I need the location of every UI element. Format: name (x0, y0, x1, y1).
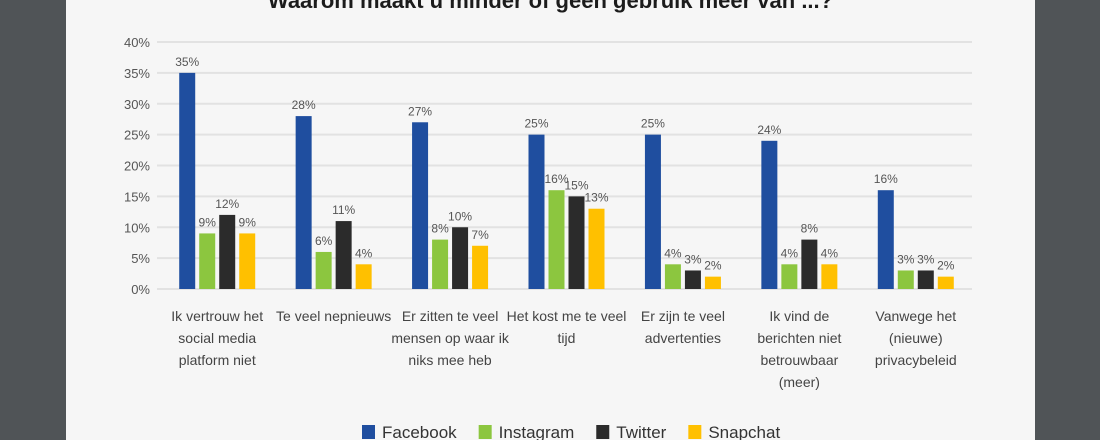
bar-twitter (801, 239, 818, 289)
chart-title: Waarom maakt u minder of geen gebruik me… (267, 0, 834, 13)
legend-label: Facebook (382, 423, 457, 440)
category-label: Vanwege het (875, 308, 956, 324)
data-label: 27% (408, 104, 432, 118)
data-label: 15% (564, 178, 588, 192)
bar-snapchat (588, 208, 605, 289)
data-label: 4% (781, 246, 799, 260)
bar-facebook (877, 190, 894, 289)
bar-twitter (568, 196, 585, 289)
bar-twitter (452, 227, 469, 289)
data-label: 11% (332, 203, 355, 217)
category-label: (meer) (779, 374, 820, 390)
data-label: 4% (821, 246, 839, 260)
category-label: Te veel nepnieuws (276, 308, 391, 324)
legend-label: Snapchat (708, 423, 780, 440)
chart-panel: Waarom maakt u minder of geen gebruik me… (66, 0, 1035, 440)
data-label: 8% (801, 222, 819, 236)
bar-snapchat (937, 276, 954, 289)
data-label: 16% (874, 172, 898, 186)
data-label: 2% (704, 259, 722, 273)
data-label: 7% (471, 228, 489, 242)
category-label: social media (178, 330, 256, 346)
bar-twitter (335, 221, 352, 289)
data-label: 6% (315, 234, 333, 248)
data-label: 8% (431, 222, 449, 236)
data-label: 25% (641, 117, 665, 131)
bar-facebook (644, 134, 661, 289)
bar-instagram (432, 239, 449, 289)
y-tick-label: 35% (124, 66, 150, 81)
y-tick-label: 10% (124, 220, 150, 235)
legend-swatch-snapchat (688, 425, 702, 439)
bar-facebook (295, 116, 312, 289)
y-tick-label: 25% (124, 128, 150, 143)
category-label: betrouwbaar (760, 352, 838, 368)
data-label: 24% (757, 123, 781, 137)
bar-instagram (548, 190, 565, 289)
bar-instagram (897, 270, 914, 289)
data-label: 4% (664, 246, 682, 260)
bar-snapchat (239, 233, 256, 289)
category-label: niks mee heb (408, 352, 491, 368)
data-label: 16% (544, 172, 568, 186)
category-label: Er zijn te veel (641, 308, 725, 324)
category-label: Het kost me te veel (507, 308, 627, 324)
bar-twitter (684, 270, 701, 289)
y-tick-label: 20% (124, 159, 150, 174)
data-label: 13% (584, 191, 608, 205)
bar-instagram (199, 233, 216, 289)
legend-label: Twitter (616, 423, 666, 440)
category-label: Er zitten te veel (402, 308, 499, 324)
bar-instagram (664, 264, 681, 289)
data-label: 25% (524, 117, 548, 131)
category-label: platform niet (179, 352, 256, 368)
data-label: 4% (355, 246, 373, 260)
data-label: 9% (199, 215, 217, 229)
bar-snapchat (821, 264, 838, 289)
data-label: 12% (215, 197, 239, 211)
legend-swatch-twitter (596, 425, 610, 439)
data-label: 3% (917, 252, 935, 266)
category-label: (nieuwe) (889, 330, 943, 346)
category-label: Ik vertrouw het (171, 308, 263, 324)
y-tick-label: 15% (124, 189, 150, 204)
bar-facebook (179, 72, 196, 289)
data-label: 28% (292, 98, 316, 112)
bar-facebook (761, 140, 778, 289)
legend-swatch-instagram (478, 425, 492, 439)
bar-snapchat (704, 276, 721, 289)
category-label: advertenties (645, 330, 721, 346)
y-tick-label: 40% (124, 35, 150, 50)
y-tick-label: 5% (131, 251, 150, 266)
data-label: 10% (448, 209, 472, 223)
category-label: berichten niet (757, 330, 841, 346)
bar-instagram (781, 264, 798, 289)
category-label: privacybeleid (875, 352, 957, 368)
category-label: Ik vind de (769, 308, 829, 324)
bar-instagram (315, 251, 332, 289)
data-label: 2% (937, 259, 955, 273)
data-label: 3% (684, 252, 702, 266)
category-label: tijd (558, 330, 576, 346)
bar-snapchat (355, 264, 372, 289)
data-label: 9% (239, 215, 257, 229)
y-tick-label: 30% (124, 97, 150, 112)
bar-twitter (917, 270, 934, 289)
bar-chart: 0%5%10%15%20%25%30%35%40%35%9%12%9%Ik ve… (124, 35, 972, 440)
bar-facebook (412, 122, 429, 290)
data-label: 35% (175, 55, 199, 69)
bar-facebook (528, 134, 545, 289)
bar-twitter (219, 214, 236, 289)
y-tick-label: 0% (131, 282, 150, 297)
category-label: mensen op waar ik (391, 330, 510, 346)
legend-swatch-facebook (362, 425, 375, 439)
data-label: 3% (897, 252, 915, 266)
bar-snapchat (472, 245, 489, 289)
legend-label: Instagram (499, 423, 575, 440)
